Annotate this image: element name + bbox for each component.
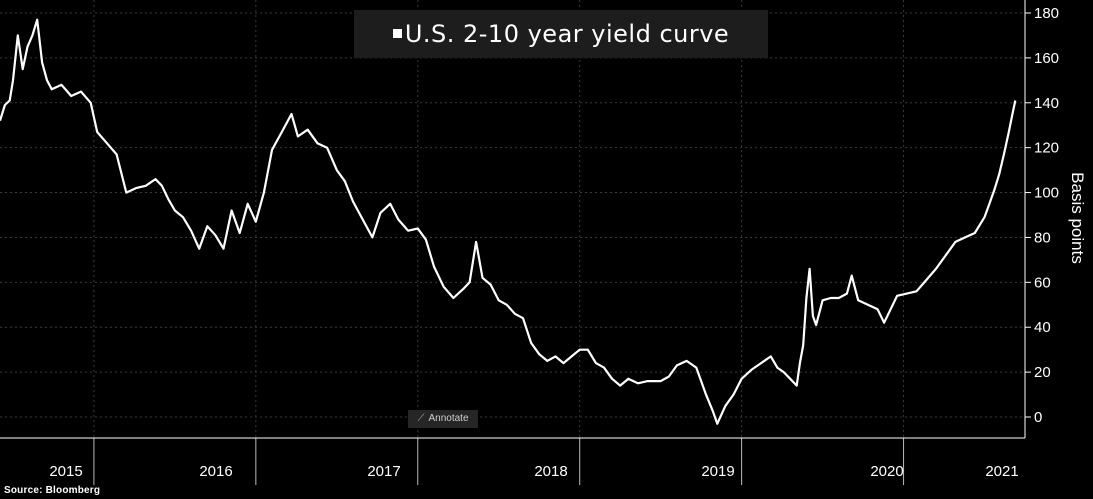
chart-grid bbox=[0, 0, 1025, 438]
chart-title: U.S. 2-10 year yield curve bbox=[354, 10, 768, 58]
source-note: Source: Bloomberg bbox=[4, 485, 101, 496]
y-axis-label: Basis points bbox=[1068, 172, 1087, 264]
y-tick-label: 160 bbox=[1034, 50, 1059, 67]
legend-marker bbox=[392, 29, 402, 38]
y-axis: 0 20 40 60 80 100 120 140 160 180 bbox=[1024, 0, 1059, 438]
y-tick-label: 100 bbox=[1034, 185, 1059, 202]
y-tick-label: 180 bbox=[1034, 5, 1059, 22]
pencil-icon: ⟋ bbox=[417, 413, 425, 424]
series-line bbox=[0, 18, 1017, 425]
x-tick-label: 2016 bbox=[199, 463, 232, 480]
plot-area bbox=[0, 18, 1017, 425]
x-tick-label: 2021 bbox=[985, 463, 1018, 480]
annotate-label: Annotate bbox=[428, 413, 469, 424]
y-tick-label: 60 bbox=[1034, 274, 1051, 291]
x-tick-label: 2018 bbox=[534, 463, 567, 480]
annotate-button[interactable]: ⟋ Annotate bbox=[408, 410, 478, 428]
y-tick-label: 120 bbox=[1034, 140, 1059, 157]
y-tick-label: 80 bbox=[1034, 229, 1051, 246]
x-axis: 2015 2016 2017 2018 2019 2020 2021 bbox=[0, 437, 1025, 485]
y-tick-label: 40 bbox=[1034, 319, 1051, 336]
y-tick-label: 0 bbox=[1034, 409, 1042, 426]
x-tick-label: 2017 bbox=[367, 463, 400, 480]
chart-title-text: U.S. 2-10 year yield curve bbox=[404, 20, 730, 48]
x-tick-label: 2020 bbox=[870, 463, 903, 480]
y-tick-label: 140 bbox=[1034, 95, 1059, 112]
y-tick-label: 20 bbox=[1034, 364, 1051, 381]
x-tick-label: 2019 bbox=[701, 463, 734, 480]
x-tick-label: 2015 bbox=[49, 463, 82, 480]
